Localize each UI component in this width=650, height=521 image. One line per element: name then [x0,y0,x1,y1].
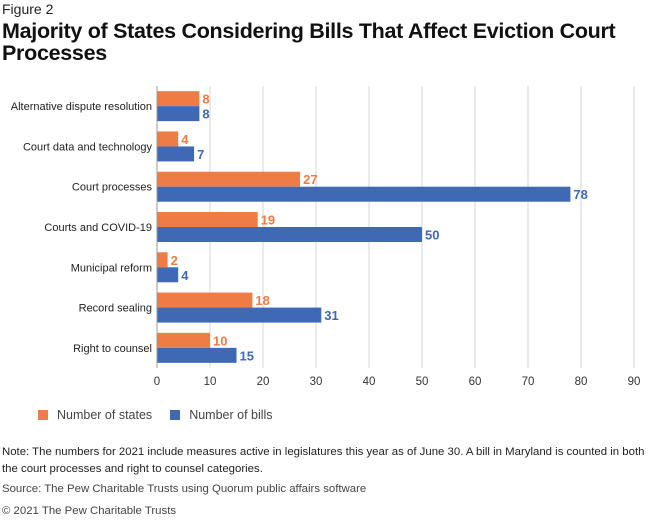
x-tick-label: 40 [363,376,376,388]
data-label-bills: 8 [202,107,209,122]
bar-states [157,252,168,268]
category-label: Court data and technology [23,141,153,153]
x-tick-label: 10 [204,376,217,388]
x-tick-label: 70 [522,376,535,388]
category-label: Record sealing [79,303,152,315]
bar-states [157,212,258,227]
x-tick-label: 0 [154,376,160,388]
data-label-bills: 78 [573,187,587,202]
bar-states [157,171,301,187]
data-label-states: 2 [171,253,178,268]
x-tick-label: 30 [310,376,323,388]
x-tick-label: 90 [628,376,641,388]
legend-label-bills: Number of bills [189,408,273,422]
bar-bills [157,146,195,162]
figure-label: Figure 2 [2,1,54,17]
legend-item-states: Number of states [38,408,152,422]
data-label-bills: 50 [425,228,439,243]
legend-swatch-bills [170,410,181,420]
data-label-states: 10 [213,333,227,348]
data-label-states: 8 [202,92,209,107]
x-tick-label: 20 [257,376,270,388]
bar-bills [157,347,237,363]
data-label-states: 4 [181,132,189,147]
data-label-states: 27 [303,172,317,187]
copyright: © 2021 The Pew Charitable Trusts [2,505,177,517]
legend-swatch-states [38,410,48,420]
x-tick-label: 60 [469,376,482,388]
bar-states [157,332,210,348]
category-label: Court processes [72,182,153,194]
x-tick-label: 80 [575,376,588,388]
bar-states [157,91,200,107]
x-tick-label: 50 [416,376,429,388]
data-label-states: 19 [261,213,275,228]
chart-title: Majority of States Considering Bills Tha… [2,19,616,65]
bar-bills [157,186,571,202]
bar-bills [157,307,322,323]
bar-chart: 0 10 20 30 40 50 60 70 80 90 Alternative dispute r… [11,86,641,388]
category-label: Municipal reform [71,262,152,274]
bar-states [157,292,253,308]
chart-legend: Number of states Number of bills [38,408,291,422]
legend-item-bills: Number of bills [170,408,273,422]
data-label-bills: 7 [197,147,204,162]
data-label-bills: 15 [240,348,254,363]
chart-source: Source: The Pew Charitable Trusts using … [2,483,367,495]
bar-bills [157,227,422,242]
category-label: Right to counsel [73,343,152,355]
data-label-bills: 31 [324,308,338,323]
data-label-bills: 4 [181,268,189,283]
chart-note: Note: The numbers for 2021 include measu… [2,446,645,475]
bar-states [157,131,179,147]
legend-label-states: Number of states [57,408,153,422]
category-label: Alternative dispute resolution [11,101,152,113]
category-label: Courts and COVID-19 [44,222,152,234]
data-label-states: 18 [255,293,269,308]
bar-bills [157,267,179,283]
bar-bills [157,106,200,122]
